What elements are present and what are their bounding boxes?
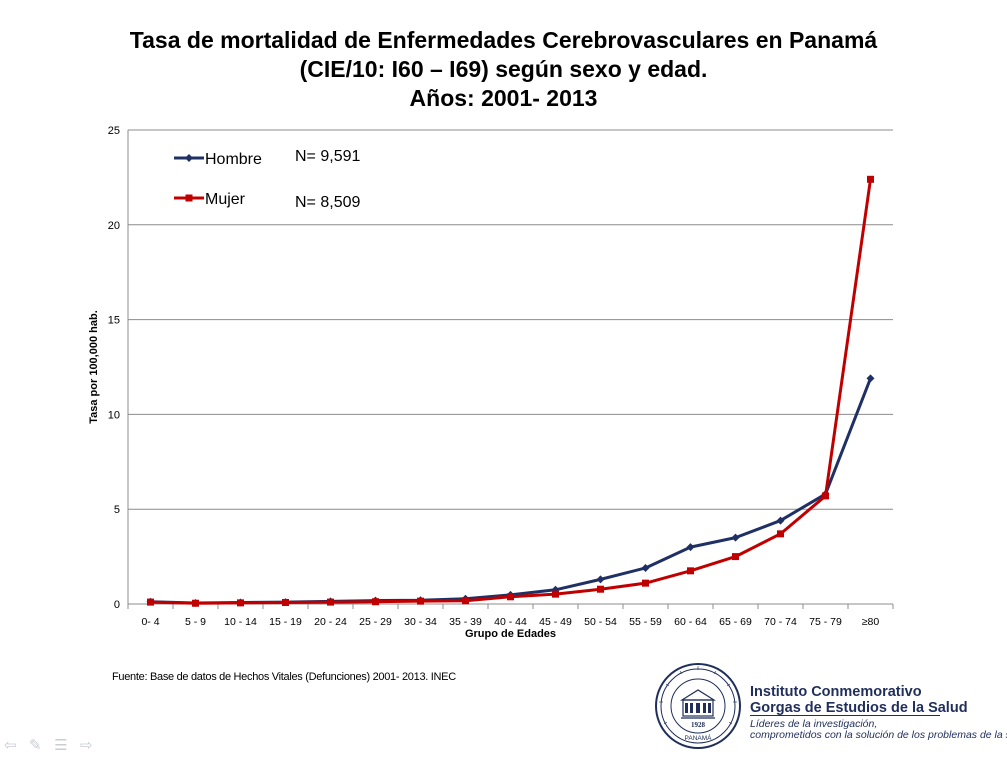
data-point [731, 533, 740, 542]
data-point [237, 599, 244, 607]
data-point [776, 516, 785, 525]
series-count-annotation: N= 9,591 [295, 148, 360, 165]
data-point [732, 553, 739, 561]
institute-name: Instituto Conmemorativo Gorgas de Estudi… [750, 684, 968, 716]
title-line-3: Años: 2001- 2013 [409, 85, 598, 111]
y-tick-label: 10 [108, 409, 120, 421]
data-point [147, 598, 154, 606]
x-tick-label: 35 - 39 [449, 616, 482, 628]
institute-motto: Líderes de la investigación, comprometid… [750, 718, 1007, 741]
x-tick-label: 15 - 19 [269, 616, 302, 628]
x-tick-label: 75 - 79 [809, 616, 842, 628]
menu-icon[interactable]: ☰ [54, 737, 68, 754]
x-tick-label: 10 - 14 [224, 616, 257, 628]
title-line-2: (CIE/10: I60 – I69) según sexo y edad. [299, 56, 708, 82]
data-point [867, 175, 874, 183]
y-tick-label: 0 [114, 599, 120, 611]
x-tick-label: 60 - 64 [674, 616, 707, 628]
data-point [866, 374, 875, 383]
arrow-right-icon[interactable]: ⇨ [79, 737, 93, 754]
x-axis-title: Grupo de Edades [465, 628, 556, 640]
x-tick-label: 0- 4 [141, 616, 159, 628]
legend-marker [185, 194, 193, 202]
y-tick-label: 25 [108, 125, 120, 137]
institute-seal-icon: 1928 PANAMÁ [655, 663, 741, 749]
series-count-annotation: N= 8,509 [295, 194, 360, 211]
data-point [327, 598, 334, 606]
data-point [282, 598, 289, 606]
legend-marker [185, 154, 193, 162]
data-point [192, 599, 199, 607]
x-tick-label: 45 - 49 [539, 616, 572, 628]
x-tick-label: 50 - 54 [584, 616, 617, 628]
x-tick-label: 5 - 9 [185, 616, 206, 628]
seal-city: PANAMÁ [685, 733, 713, 742]
seal-year: 1928 [691, 721, 706, 729]
chart-title: Tasa de mortalidad de Enfermedades Cereb… [0, 26, 1007, 113]
arrow-left-icon[interactable]: ⇦ [4, 737, 17, 754]
y-axis-title: Tasa por 100,000 hab. [88, 310, 100, 424]
data-point [687, 567, 694, 575]
data-point [552, 590, 559, 598]
data-point [417, 597, 424, 605]
x-tick-label: 40 - 44 [494, 616, 527, 628]
y-tick-label: 15 [108, 315, 120, 327]
y-tick-label: 20 [108, 220, 120, 232]
x-tick-label: 55 - 59 [629, 616, 662, 628]
data-point [641, 563, 650, 572]
data-point [372, 598, 379, 606]
x-tick-label: 65 - 69 [719, 616, 752, 628]
legend-label: Mujer [205, 191, 246, 208]
source-note: Fuente: Base de datos de Hechos Vitales … [112, 671, 456, 683]
data-point [596, 575, 605, 584]
title-line-1: Tasa de mortalidad de Enfermedades Cereb… [129, 27, 878, 53]
data-point [777, 530, 784, 538]
data-point [642, 579, 649, 587]
x-tick-label: 20 - 24 [314, 616, 347, 628]
data-point [507, 593, 514, 601]
data-point [597, 585, 604, 593]
x-tick-label: 25 - 29 [359, 616, 392, 628]
legend-label: Hombre [205, 151, 262, 168]
data-point [822, 492, 829, 500]
slide-nav: ⇦ ✎ ☰ ⇨ [4, 736, 101, 754]
institute-divider [750, 715, 940, 716]
series-line-hombre [150, 377, 872, 605]
data-point [462, 597, 469, 605]
pen-icon[interactable]: ✎ [29, 737, 42, 754]
institute-logo: 1928 PANAMÁ Instituto Conmemorativo Gorg… [654, 662, 1007, 754]
x-tick-label: ≥80 [862, 616, 880, 628]
line-chart: 0 5 10 15 20 25 0- 4 5 - 9 10 - 14 15 - 19 20 - 24… [88, 125, 894, 640]
x-tick-label: 70 - 74 [764, 616, 797, 628]
series-line-mujer [150, 179, 872, 605]
y-tick-label: 5 [114, 504, 120, 516]
data-point [686, 543, 695, 552]
x-tick-label: 30 - 34 [404, 616, 437, 628]
